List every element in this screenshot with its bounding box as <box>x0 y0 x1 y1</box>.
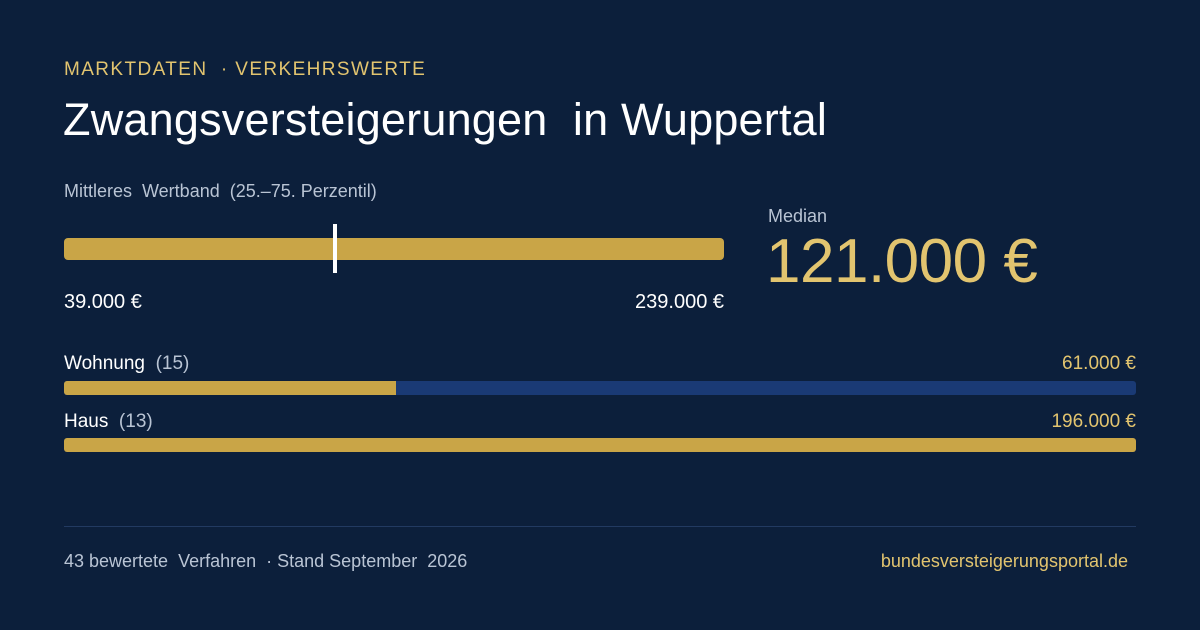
category-count: (13) <box>118 411 153 432</box>
category-wohnung-bar <box>64 381 1136 395</box>
category-name: Haus <box>64 411 109 432</box>
footer-divider <box>64 526 1136 527</box>
category-haus-bar-fill <box>64 438 1136 452</box>
category-count: (15) <box>155 353 190 374</box>
footer-source-link[interactable]: bundesversteigerungsportal.de <box>880 551 1128 571</box>
value-band-label: Mittleres Wertband (25.–75. Perzentil) <box>64 181 377 201</box>
value-band-max: 239.000 € <box>635 291 724 313</box>
median-label: Median <box>768 206 828 226</box>
category-wohnung-label: Wohnung (15) <box>64 353 189 375</box>
category-haus-value: 196.000 € <box>1051 411 1136 432</box>
category-wohnung-value: 61.000 € <box>1062 353 1136 374</box>
value-band-bar <box>64 238 724 260</box>
median-value: 121.000 € <box>766 227 1038 296</box>
footer-summary: 43 bewertete Verfahren · Stand September… <box>64 551 468 571</box>
category-haus-bar <box>64 438 1136 452</box>
value-band-min: 39.000 € <box>64 291 142 313</box>
category-wohnung-bar-fill <box>64 381 397 395</box>
eyebrow-label: MARKTDATEN · VERKEHRSWERTE <box>64 59 427 80</box>
median-marker <box>332 224 337 273</box>
page-title: Zwangsversteigerungen in Wuppertal <box>63 94 828 145</box>
category-haus-label: Haus (13) <box>64 411 153 433</box>
category-name: Wohnung <box>64 353 145 374</box>
